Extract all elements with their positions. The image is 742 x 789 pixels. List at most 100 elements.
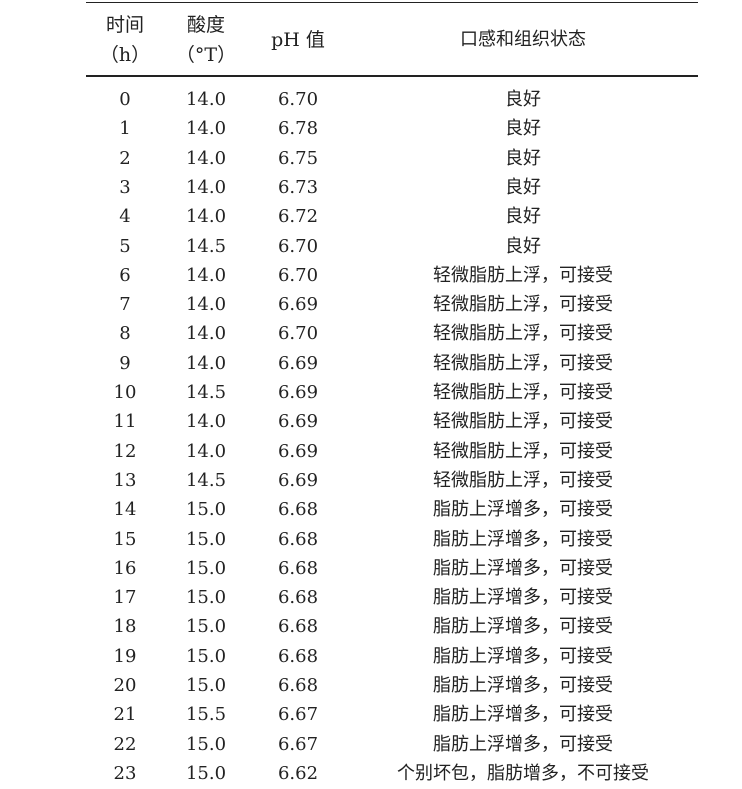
cell-time: 20: [113, 675, 137, 696]
cell-taste: 良好: [505, 89, 541, 110]
cell-acidity: 15.0: [185, 499, 227, 521]
cell-ph: 6.69: [277, 440, 319, 462]
cell-time: 22: [113, 733, 137, 755]
header-rule: [86, 75, 698, 77]
cell-acidity: 15.5: [185, 704, 227, 726]
cell-time: 21: [113, 704, 137, 726]
cell-ph: 6.75: [277, 147, 319, 169]
cell-taste: 轻微脂肪上浮，可接受: [433, 294, 613, 316]
table-row: 23 15.0 6.62 个别坏包，脂肪增多，不可接受: [86, 759, 698, 788]
cell-ph: 6.69: [277, 411, 319, 433]
cell-ph: 6.62: [277, 762, 319, 784]
cell-time: 0: [119, 89, 131, 110]
cell-time: 13: [113, 469, 137, 491]
cell-acidity: 15.0: [185, 733, 227, 755]
cell-acidity: 15.0: [185, 762, 227, 784]
cell-ph: 6.68: [277, 645, 319, 667]
cell-time: 17: [113, 587, 137, 609]
cell-taste: 个别坏包，脂肪增多，不可接受: [397, 762, 649, 784]
cell-time: 8: [119, 323, 131, 345]
cell-acidity: 14.0: [185, 264, 227, 286]
cell-time: 12: [113, 440, 137, 462]
cell-time: 23: [113, 762, 137, 784]
cell-acidity: 15.0: [185, 557, 227, 579]
cell-acidity: 15.0: [185, 528, 227, 550]
cell-time: 10: [113, 382, 137, 403]
cell-taste: 轻微脂肪上浮，可接受: [433, 411, 613, 433]
cell-taste: 轻微脂肪上浮，可接受: [433, 264, 613, 286]
cell-time: 1: [119, 118, 131, 140]
cell-ph: 6.70: [277, 323, 319, 345]
table-row: 7 14.0 6.69 轻微脂肪上浮，可接受: [86, 290, 698, 319]
header-acidity-label: 酸度: [186, 14, 225, 36]
cell-taste: 脂肪上浮增多，可接受: [433, 528, 613, 550]
cell-taste: 轻微脂肪上浮，可接受: [433, 440, 613, 462]
cell-acidity: 15.0: [185, 587, 227, 609]
table-row: 5 14.5 6.70 良好: [86, 232, 698, 261]
cell-taste: 脂肪上浮增多，可接受: [433, 645, 613, 667]
cell-acidity: 14.0: [185, 147, 227, 169]
top-rule: [86, 2, 698, 3]
cell-ph: 6.72: [277, 206, 319, 228]
cell-time: 9: [119, 352, 131, 374]
cell-ph: 6.69: [277, 294, 319, 316]
cell-taste: 良好: [505, 206, 541, 228]
table-row: 6 14.0 6.70 轻微脂肪上浮，可接受: [86, 261, 698, 290]
cell-ph: 6.68: [277, 675, 319, 696]
header-ph: pH 值: [271, 29, 325, 51]
cell-ph: 6.78: [277, 118, 319, 140]
table-row: 10 14.5 6.69 轻微脂肪上浮，可接受: [86, 378, 698, 407]
cell-time: 7: [119, 294, 131, 316]
cell-taste: 脂肪上浮增多，可接受: [433, 704, 613, 726]
header-taste: 口感和组织状态: [460, 29, 586, 50]
cell-time: 18: [113, 616, 137, 638]
cell-ph: 6.69: [277, 382, 319, 403]
cell-acidity: 14.0: [185, 294, 227, 316]
cell-time: 15: [113, 528, 137, 550]
cell-ph: 6.68: [277, 587, 319, 609]
cell-ph: 6.68: [277, 499, 319, 521]
cell-acidity: 14.0: [185, 323, 227, 345]
cell-ph: 6.69: [277, 469, 319, 491]
table-row: 15 15.0 6.68 脂肪上浮增多，可接受: [86, 525, 698, 554]
table-row: 2 14.0 6.75 良好: [86, 144, 698, 173]
cell-taste: 轻微脂肪上浮，可接受: [433, 352, 613, 374]
cell-taste: 良好: [505, 118, 541, 140]
table-row: 0 14.0 6.70 良好: [86, 85, 698, 114]
header-acidity-unit: （°T）: [175, 44, 237, 66]
cell-time: 6: [119, 264, 131, 286]
cell-ph: 6.67: [277, 733, 319, 755]
cell-taste: 良好: [505, 235, 541, 257]
table-row: 14 15.0 6.68 脂肪上浮增多，可接受: [86, 495, 698, 524]
cell-acidity: 14.0: [185, 352, 227, 374]
cell-ph: 6.68: [277, 616, 319, 638]
cell-taste: 良好: [505, 147, 541, 169]
cell-acidity: 14.0: [185, 118, 227, 140]
cell-acidity: 15.0: [185, 616, 227, 638]
cell-taste: 轻微脂肪上浮，可接受: [433, 382, 613, 403]
cell-ph: 6.69: [277, 352, 319, 374]
table-row: 13 14.5 6.69 轻微脂肪上浮，可接受: [86, 466, 698, 495]
cell-taste: 轻微脂肪上浮，可接受: [433, 469, 613, 491]
cell-acidity: 14.0: [185, 440, 227, 462]
header-time-label: 时间: [105, 14, 144, 36]
cell-ph: 6.70: [277, 89, 319, 110]
cell-time: 19: [113, 645, 137, 667]
cell-ph: 6.70: [277, 235, 319, 257]
table-row: 19 15.0 6.68 脂肪上浮增多，可接受: [86, 642, 698, 671]
cell-acidity: 14.5: [185, 469, 227, 491]
cell-time: 16: [113, 557, 137, 579]
cell-acidity: 14.0: [185, 89, 227, 110]
table-row: 9 14.0 6.69 轻微脂肪上浮，可接受: [86, 349, 698, 378]
table-row: 8 14.0 6.70 轻微脂肪上浮，可接受: [86, 319, 698, 348]
table-row: 12 14.0 6.69 轻微脂肪上浮，可接受: [86, 437, 698, 466]
cell-taste: 良好: [505, 176, 541, 198]
cell-time: 3: [119, 176, 131, 198]
cell-time: 2: [119, 147, 131, 169]
table-row: 18 15.0 6.68 脂肪上浮增多，可接受: [86, 612, 698, 641]
table-row: 4 14.0 6.72 良好: [86, 202, 698, 231]
cell-taste: 脂肪上浮增多，可接受: [433, 587, 613, 609]
cell-acidity: 15.0: [185, 645, 227, 667]
cell-acidity: 14.0: [185, 411, 227, 433]
table-row: 16 15.0 6.68 脂肪上浮增多，可接受: [86, 554, 698, 583]
